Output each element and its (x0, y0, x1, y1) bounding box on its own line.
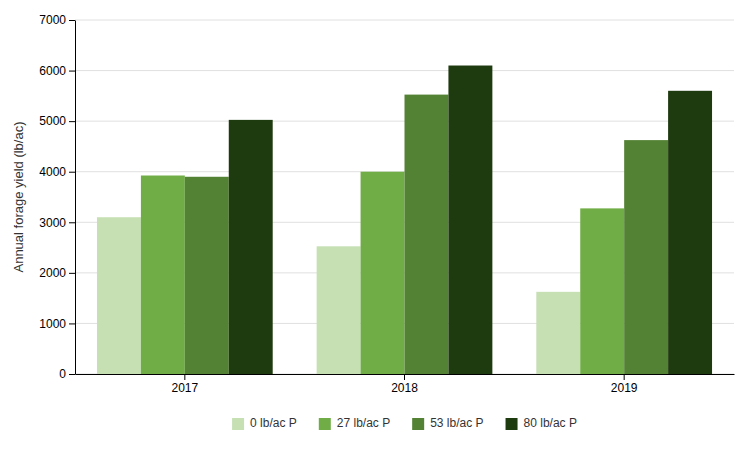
x-tick-mark (404, 374, 405, 380)
y-tick: 0 (59, 367, 75, 381)
y-tick-label: 4000 (39, 165, 66, 179)
y-tick-label: 5000 (39, 114, 66, 128)
x-axis: 2017 2018 2019 (76, 374, 735, 395)
plot-area: 0100020003000400050006000700020172018201… (39, 13, 734, 394)
x-tick-label: 2017 (171, 381, 198, 395)
y-tick: 3000 (39, 216, 75, 230)
y-tick-mark (69, 323, 75, 324)
grid (75, 20, 734, 374)
y-tick: 4000 (39, 165, 75, 179)
bar (317, 246, 361, 374)
y-tick-label: 7000 (39, 13, 66, 27)
grid-line (75, 70, 734, 71)
x-tick: 2018 (391, 374, 418, 395)
y-axis-title: Annual forage yield (lb/ac) (11, 121, 26, 272)
legend-item: 80 lb/ac P (506, 416, 577, 430)
y-tick: 5000 (39, 114, 75, 128)
bar-series (229, 66, 712, 374)
y-tick: 6000 (39, 64, 75, 78)
y-axis-line (75, 21, 76, 375)
y-tick-mark (69, 71, 75, 72)
y-tick-mark (69, 222, 75, 223)
bar (536, 292, 580, 374)
legend-item: 53 lb/ac P (412, 416, 483, 430)
legend: 0 lb/ac P 27 lb/ac P 53 lb/ac P 80 lb/ac P (232, 416, 577, 430)
bar (405, 95, 449, 374)
y-tick-mark (69, 172, 75, 173)
bar (580, 208, 624, 374)
bar (229, 120, 273, 374)
legend-item: 0 lb/ac P (232, 416, 297, 430)
y-tick-mark (69, 121, 75, 122)
x-tick-mark (624, 374, 625, 380)
legend-swatch (232, 418, 244, 430)
x-tick: 2019 (611, 374, 638, 395)
y-tick: 2000 (39, 266, 75, 280)
bar (448, 66, 492, 374)
y-tick: 7000 (39, 13, 75, 27)
chart: 0100020003000400050006000700020172018201… (0, 0, 754, 454)
y-tick-label: 0 (59, 367, 66, 381)
legend-swatch (506, 418, 518, 430)
bar (668, 91, 712, 374)
y-tick-mark (69, 273, 75, 274)
y-tick: 1000 (39, 317, 75, 331)
bar (97, 217, 141, 374)
bar-series (185, 95, 668, 374)
legend-label: 27 lb/ac P (337, 416, 390, 430)
legend-swatch (319, 418, 331, 430)
y-tick-label: 2000 (39, 266, 66, 280)
legend-item: 27 lb/ac P (319, 416, 390, 430)
bar (361, 172, 405, 374)
legend-label: 0 lb/ac P (250, 416, 297, 430)
legend-label: 80 lb/ac P (524, 416, 577, 430)
bar-series (141, 172, 624, 374)
x-tick-mark (184, 374, 185, 380)
bar (624, 140, 668, 374)
y-axis: 0 1000 2000 3000 4000 5000 6000 7000 (39, 13, 75, 381)
y-tick-mark (69, 20, 75, 21)
x-tick-label: 2018 (391, 381, 418, 395)
y-tick-mark (69, 374, 75, 375)
x-tick: 2017 (171, 374, 198, 395)
y-tick-label: 1000 (39, 317, 66, 331)
grid-line (75, 20, 734, 21)
legend-swatch (412, 418, 424, 430)
y-tick-label: 6000 (39, 64, 66, 78)
bar (185, 177, 229, 374)
bar (141, 176, 185, 374)
y-tick-label: 3000 (39, 216, 66, 230)
x-tick-label: 2019 (611, 381, 638, 395)
legend-label: 53 lb/ac P (430, 416, 483, 430)
bars (97, 66, 712, 374)
